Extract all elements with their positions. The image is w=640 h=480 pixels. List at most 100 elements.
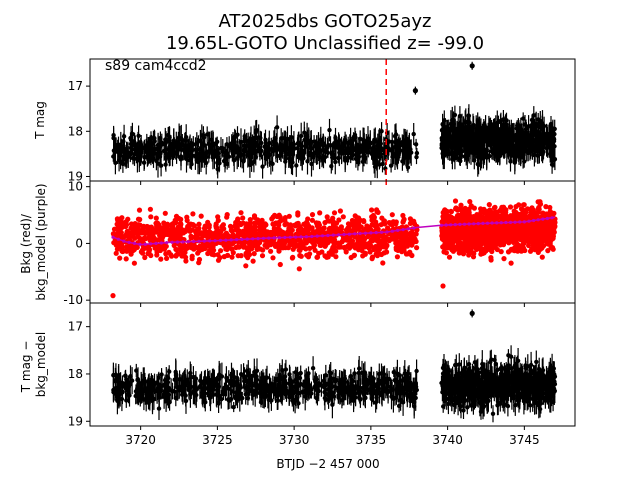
data-point — [390, 154, 395, 160]
bkg-point — [345, 243, 351, 249]
bkg-point — [174, 236, 180, 242]
data-point — [329, 164, 334, 169]
data-point — [302, 137, 307, 143]
bkg-point — [195, 232, 201, 238]
bkg-point — [407, 249, 413, 255]
chart-title-line2: 19.65L-GOTO Unclassified z= -99.0 — [166, 33, 484, 54]
data-point — [397, 141, 402, 147]
bkg-point — [413, 238, 419, 245]
data-point — [210, 149, 216, 154]
bkg-point — [382, 243, 388, 249]
data-point — [252, 143, 258, 149]
data-point — [452, 144, 457, 150]
data-point — [121, 134, 127, 139]
data-point — [354, 148, 359, 153]
bkg-point — [331, 240, 338, 246]
bkg-point — [190, 211, 196, 217]
data-point — [225, 161, 230, 167]
data-point — [372, 137, 377, 143]
bkg-point — [229, 254, 235, 260]
data-point — [290, 151, 295, 156]
data-point — [316, 145, 321, 151]
data-point — [152, 139, 157, 144]
data-point — [191, 142, 196, 147]
data-point — [209, 137, 214, 142]
data-point — [133, 147, 139, 152]
bkg-point — [111, 240, 117, 246]
data-point — [195, 159, 201, 165]
bkg-point — [131, 247, 137, 253]
data-point — [386, 139, 392, 144]
bkg-point — [114, 216, 120, 222]
bkg-point — [404, 241, 411, 247]
bkg-point — [329, 247, 335, 253]
bkg-point — [238, 210, 244, 216]
data-point — [247, 162, 253, 168]
data-point — [450, 157, 455, 162]
data-point — [256, 135, 261, 140]
data-point — [135, 156, 140, 162]
top-y-tick-label: 17 — [68, 79, 83, 93]
bkg-point — [374, 237, 380, 243]
data-point — [401, 139, 406, 144]
data-point — [265, 153, 270, 158]
data-point — [393, 139, 398, 145]
bkg-point — [328, 225, 334, 232]
data-point — [500, 125, 505, 131]
data-point — [137, 152, 142, 157]
data-point — [309, 161, 314, 167]
data-point — [147, 141, 153, 146]
data-point — [306, 152, 311, 158]
data-point — [537, 140, 543, 146]
bkg-point — [288, 230, 294, 236]
data-point — [286, 150, 292, 155]
data-point — [291, 147, 296, 152]
data-point — [283, 155, 288, 160]
data-point — [466, 136, 471, 142]
data-point — [323, 149, 328, 154]
data-point — [175, 150, 180, 155]
bkg-point — [154, 220, 161, 226]
bkg-point — [147, 234, 153, 240]
data-point — [332, 141, 337, 146]
bkg-point — [399, 249, 405, 255]
bkg-point — [198, 213, 204, 219]
data-point — [278, 142, 283, 148]
data-point — [336, 155, 341, 161]
bkg-point — [209, 251, 215, 257]
bkg-point — [123, 256, 129, 262]
data-point — [551, 158, 557, 163]
data-point — [237, 146, 242, 151]
bkg-point — [309, 225, 315, 231]
bkg-point — [230, 250, 236, 256]
data-point — [516, 150, 522, 156]
data-point — [274, 125, 280, 130]
data-point — [318, 142, 323, 147]
data-point — [150, 153, 155, 158]
data-point — [475, 161, 480, 167]
data-point — [540, 122, 545, 128]
data-point — [163, 137, 168, 142]
bkg-point — [400, 219, 406, 225]
bkg-point — [180, 251, 186, 257]
bkg-point — [325, 218, 331, 224]
data-point — [526, 124, 531, 129]
bkg-point — [268, 248, 274, 254]
data-point — [289, 141, 294, 146]
bkg-point — [325, 240, 331, 246]
bkg-point — [455, 207, 461, 213]
data-point — [238, 139, 244, 145]
data-point — [154, 158, 159, 164]
bkg-point — [336, 240, 343, 246]
data-point — [343, 158, 348, 163]
data-point — [402, 148, 407, 154]
data-point — [516, 125, 522, 130]
data-point — [457, 136, 463, 141]
data-point — [296, 150, 302, 156]
bkg-point — [206, 233, 213, 239]
data-point — [349, 150, 354, 155]
data-point — [463, 142, 469, 147]
bkg-point — [179, 227, 185, 233]
data-point — [320, 157, 325, 162]
data-point — [147, 145, 152, 151]
